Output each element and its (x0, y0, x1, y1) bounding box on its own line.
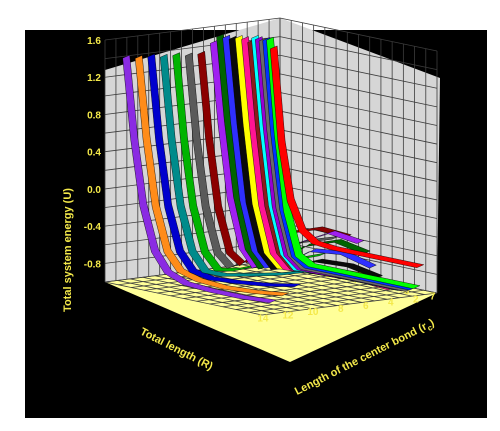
center-bond-tick-label: 6 (404, 286, 410, 297)
z-tick-label: 0.4 (87, 148, 101, 159)
right-wall-hgrid (279, 129, 438, 164)
series-ribbon-R-13 (134, 55, 289, 297)
x2label-suffix: ) (428, 317, 437, 330)
right-wall-hgrid (279, 36, 438, 71)
right-wall-hgrid (279, 203, 438, 238)
z-tick-label: 1.6 (87, 36, 101, 47)
floor-grid-r (129, 278, 288, 313)
series-ribbon-R-12 (147, 53, 302, 288)
z-tick-label: 1.2 (87, 73, 101, 84)
z-tick-label: -0.4 (84, 222, 102, 233)
right-wall-hgrid (279, 92, 438, 126)
z-tick-label: 0.8 (87, 110, 101, 121)
floor-grid-r (229, 265, 388, 300)
floor-grid-r (242, 264, 400, 299)
total-length-tick-label: 10 (307, 307, 319, 318)
floor-grid-r (117, 280, 275, 314)
right-wall-hgrid (279, 110, 438, 145)
right-wall-hgrid (279, 185, 438, 219)
left-wall-hgrid (104, 17, 281, 41)
total-length-tick-label: 2 (413, 295, 419, 306)
floor-grid-r (104, 281, 263, 316)
total-length-tick-label: 8 (338, 304, 344, 315)
total-length-tick-label: 4 (388, 298, 394, 309)
left-wall-hgrid (104, 36, 281, 60)
right-wall-hgrid (279, 73, 438, 108)
total-length-tick-label: 12 (282, 310, 294, 321)
right-wall-hgrid (279, 54, 438, 89)
center-bond-tick-label: 7 (430, 291, 436, 302)
series-ribbon-R-2.2 (269, 45, 425, 268)
y-axis-title: Total system energy (U) (62, 188, 74, 312)
right-wall-hgrid (279, 147, 438, 182)
z-tick-label: -0.8 (84, 259, 102, 270)
right-wall-hgrid (279, 166, 438, 201)
right-wall (280, 18, 440, 293)
total-length-tick-label: 14 (257, 313, 269, 324)
total-length-tick-label: 6 (363, 301, 369, 312)
floor-grid-r (192, 270, 350, 305)
x2label-subscript: c (426, 323, 435, 333)
series-ribbon-R-8 (197, 51, 352, 267)
series-ribbons (122, 33, 425, 304)
right-wall-hgrid (279, 17, 438, 52)
series-ribbon-R-14 (122, 54, 278, 304)
z-tick-label: 0.0 (87, 185, 101, 196)
